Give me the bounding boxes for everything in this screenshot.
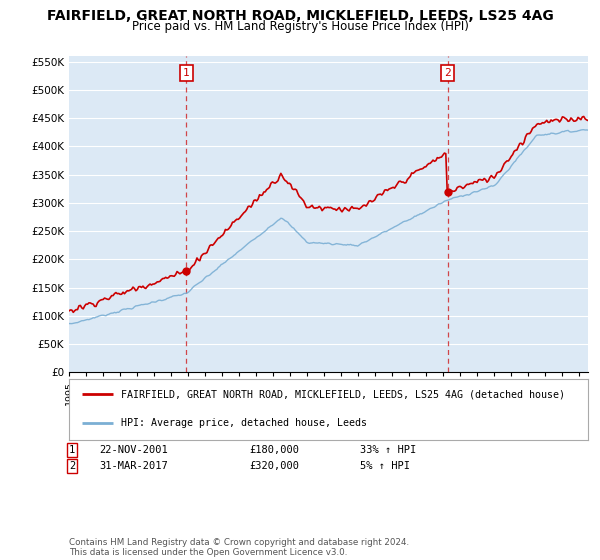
Text: 5% ↑ HPI: 5% ↑ HPI xyxy=(360,461,410,471)
Text: 2: 2 xyxy=(444,68,451,78)
Text: £320,000: £320,000 xyxy=(249,461,299,471)
Text: HPI: Average price, detached house, Leeds: HPI: Average price, detached house, Leed… xyxy=(121,418,367,428)
Text: 33% ↑ HPI: 33% ↑ HPI xyxy=(360,445,416,455)
Text: £180,000: £180,000 xyxy=(249,445,299,455)
Text: FAIRFIELD, GREAT NORTH ROAD, MICKLEFIELD, LEEDS, LS25 4AG: FAIRFIELD, GREAT NORTH ROAD, MICKLEFIELD… xyxy=(47,9,553,23)
Text: 2: 2 xyxy=(69,461,75,471)
Text: Price paid vs. HM Land Registry's House Price Index (HPI): Price paid vs. HM Land Registry's House … xyxy=(131,20,469,33)
Text: Contains HM Land Registry data © Crown copyright and database right 2024.
This d: Contains HM Land Registry data © Crown c… xyxy=(69,538,409,557)
Text: 1: 1 xyxy=(183,68,190,78)
Text: 31-MAR-2017: 31-MAR-2017 xyxy=(99,461,168,471)
Text: FAIRFIELD, GREAT NORTH ROAD, MICKLEFIELD, LEEDS, LS25 4AG (detached house): FAIRFIELD, GREAT NORTH ROAD, MICKLEFIELD… xyxy=(121,389,565,399)
Text: 1: 1 xyxy=(69,445,75,455)
Text: 22-NOV-2001: 22-NOV-2001 xyxy=(99,445,168,455)
